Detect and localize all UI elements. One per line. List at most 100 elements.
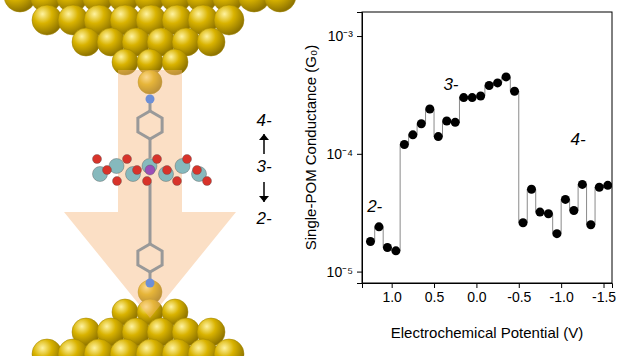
data-point — [510, 87, 519, 96]
pom-atom — [133, 166, 142, 175]
x-axis-title: Electrochemical Potential (V) — [391, 324, 584, 341]
data-point — [552, 229, 561, 238]
y-tick — [357, 36, 362, 37]
plot-frame — [362, 12, 612, 283]
pom-atom — [123, 155, 132, 164]
data-point — [408, 130, 417, 139]
x-tick-label: 1.0 — [382, 289, 402, 305]
y-tick-label: 10⁻⁵ — [327, 264, 353, 280]
gold-atom — [188, 339, 218, 356]
data-point — [519, 218, 528, 227]
gold-atom — [58, 339, 88, 356]
y-tick-label: 10⁻³ — [328, 28, 354, 44]
data-point — [434, 132, 443, 141]
annotations: 2- 3- 4- — [366, 75, 586, 216]
x-tick-group: 0.5 — [425, 283, 445, 305]
gold-atom — [197, 28, 225, 56]
x-tick-label: -0.5 — [507, 289, 531, 305]
data-point — [476, 91, 485, 100]
gold-atom — [136, 339, 166, 356]
data-point — [391, 246, 400, 255]
chart: 1.0 0.5 0.0 -0.5 -1.0 -1.5 10⁻⁵ 10⁻⁴ 10⁻³ Electro… — [302, 12, 616, 341]
data-point — [493, 78, 502, 87]
data-point — [451, 118, 460, 127]
pom-atom — [193, 166, 202, 175]
data-point — [383, 243, 392, 252]
gold-atom — [32, 339, 62, 356]
charge-label: 2- — [255, 209, 271, 228]
x-tick — [604, 283, 605, 288]
data-point — [442, 116, 451, 125]
x-tick — [561, 283, 562, 288]
x-tick-group: -1.5 — [592, 283, 616, 305]
x-tick — [476, 283, 477, 288]
gold-atom — [32, 5, 62, 35]
electrodes — [4, 0, 296, 356]
x-tick-label: 0.5 — [425, 289, 445, 305]
data-point — [578, 180, 587, 189]
x-tick-label: -1.0 — [550, 289, 574, 305]
charge-label: 4- — [256, 111, 271, 130]
y-axis: 10⁻⁵ 10⁻⁴ 10⁻³ — [326, 13, 362, 284]
ring — [138, 111, 162, 139]
charge-arrow-head — [259, 134, 269, 140]
bond — [149, 139, 152, 158]
data-point — [485, 81, 494, 90]
pom-atom — [113, 177, 122, 186]
x-tick-group: 1.0 — [382, 283, 402, 305]
data-point — [544, 209, 553, 218]
data-point — [569, 206, 578, 215]
y-tick — [357, 272, 362, 273]
illustration: 4-3-2- — [4, 0, 296, 356]
pom-atom — [145, 165, 155, 175]
marks — [366, 72, 612, 255]
gold-atom — [264, 0, 296, 12]
y-tick-group: 10⁻⁵ — [327, 264, 362, 280]
pom-atom — [103, 166, 112, 175]
pom-atom — [163, 166, 172, 175]
y-axis-title: Single-POM Conductance (G₀) — [302, 45, 319, 250]
x-tick-label: 0.0 — [467, 289, 487, 305]
data-point — [366, 237, 375, 246]
x-tick — [392, 283, 393, 288]
current-arrow — [64, 70, 236, 318]
pom-atom — [153, 155, 162, 164]
ring — [138, 244, 162, 272]
x-tick — [519, 283, 520, 288]
data-point — [603, 181, 612, 190]
x-tick-group: -1.0 — [550, 283, 574, 305]
y-tick-group: 10⁻³ — [328, 28, 362, 44]
x-tick-group: -0.5 — [507, 283, 531, 305]
pom-atom — [183, 155, 192, 164]
data-point — [400, 140, 409, 149]
annotation: 2- — [366, 197, 382, 216]
data-point — [417, 119, 426, 128]
y-tick — [357, 154, 362, 155]
pom-atom — [173, 177, 182, 186]
gold-atom — [214, 339, 244, 356]
figure: 4-3-2-1.00.50.0-0.5-1.0-1.510⁻⁵10⁻⁴10⁻³E… — [0, 0, 628, 356]
annotation: 3- — [443, 75, 458, 94]
annotation: 4- — [571, 130, 586, 149]
molecule — [93, 95, 212, 288]
bond — [149, 182, 152, 244]
y-axis-line — [357, 13, 363, 284]
nitrogen — [146, 279, 155, 288]
data-line — [370, 77, 607, 251]
data-point — [468, 93, 477, 102]
x-tick — [434, 283, 435, 288]
gold-atom — [162, 339, 192, 356]
x-tick-label: -1.5 — [592, 289, 616, 305]
pom-atom — [203, 177, 212, 186]
gold-atom — [84, 339, 114, 356]
pom-atom — [126, 167, 141, 182]
charge-arrow-head — [259, 196, 269, 202]
data-point — [502, 72, 511, 81]
data-point — [535, 208, 544, 217]
data-point — [595, 183, 604, 192]
data-point — [425, 105, 434, 114]
y-tick-label: 10⁻⁴ — [326, 146, 353, 162]
x-tick-group: 0.0 — [467, 283, 487, 305]
y-tick-group: 10⁻⁴ — [326, 146, 362, 162]
gold-atom — [110, 339, 140, 356]
